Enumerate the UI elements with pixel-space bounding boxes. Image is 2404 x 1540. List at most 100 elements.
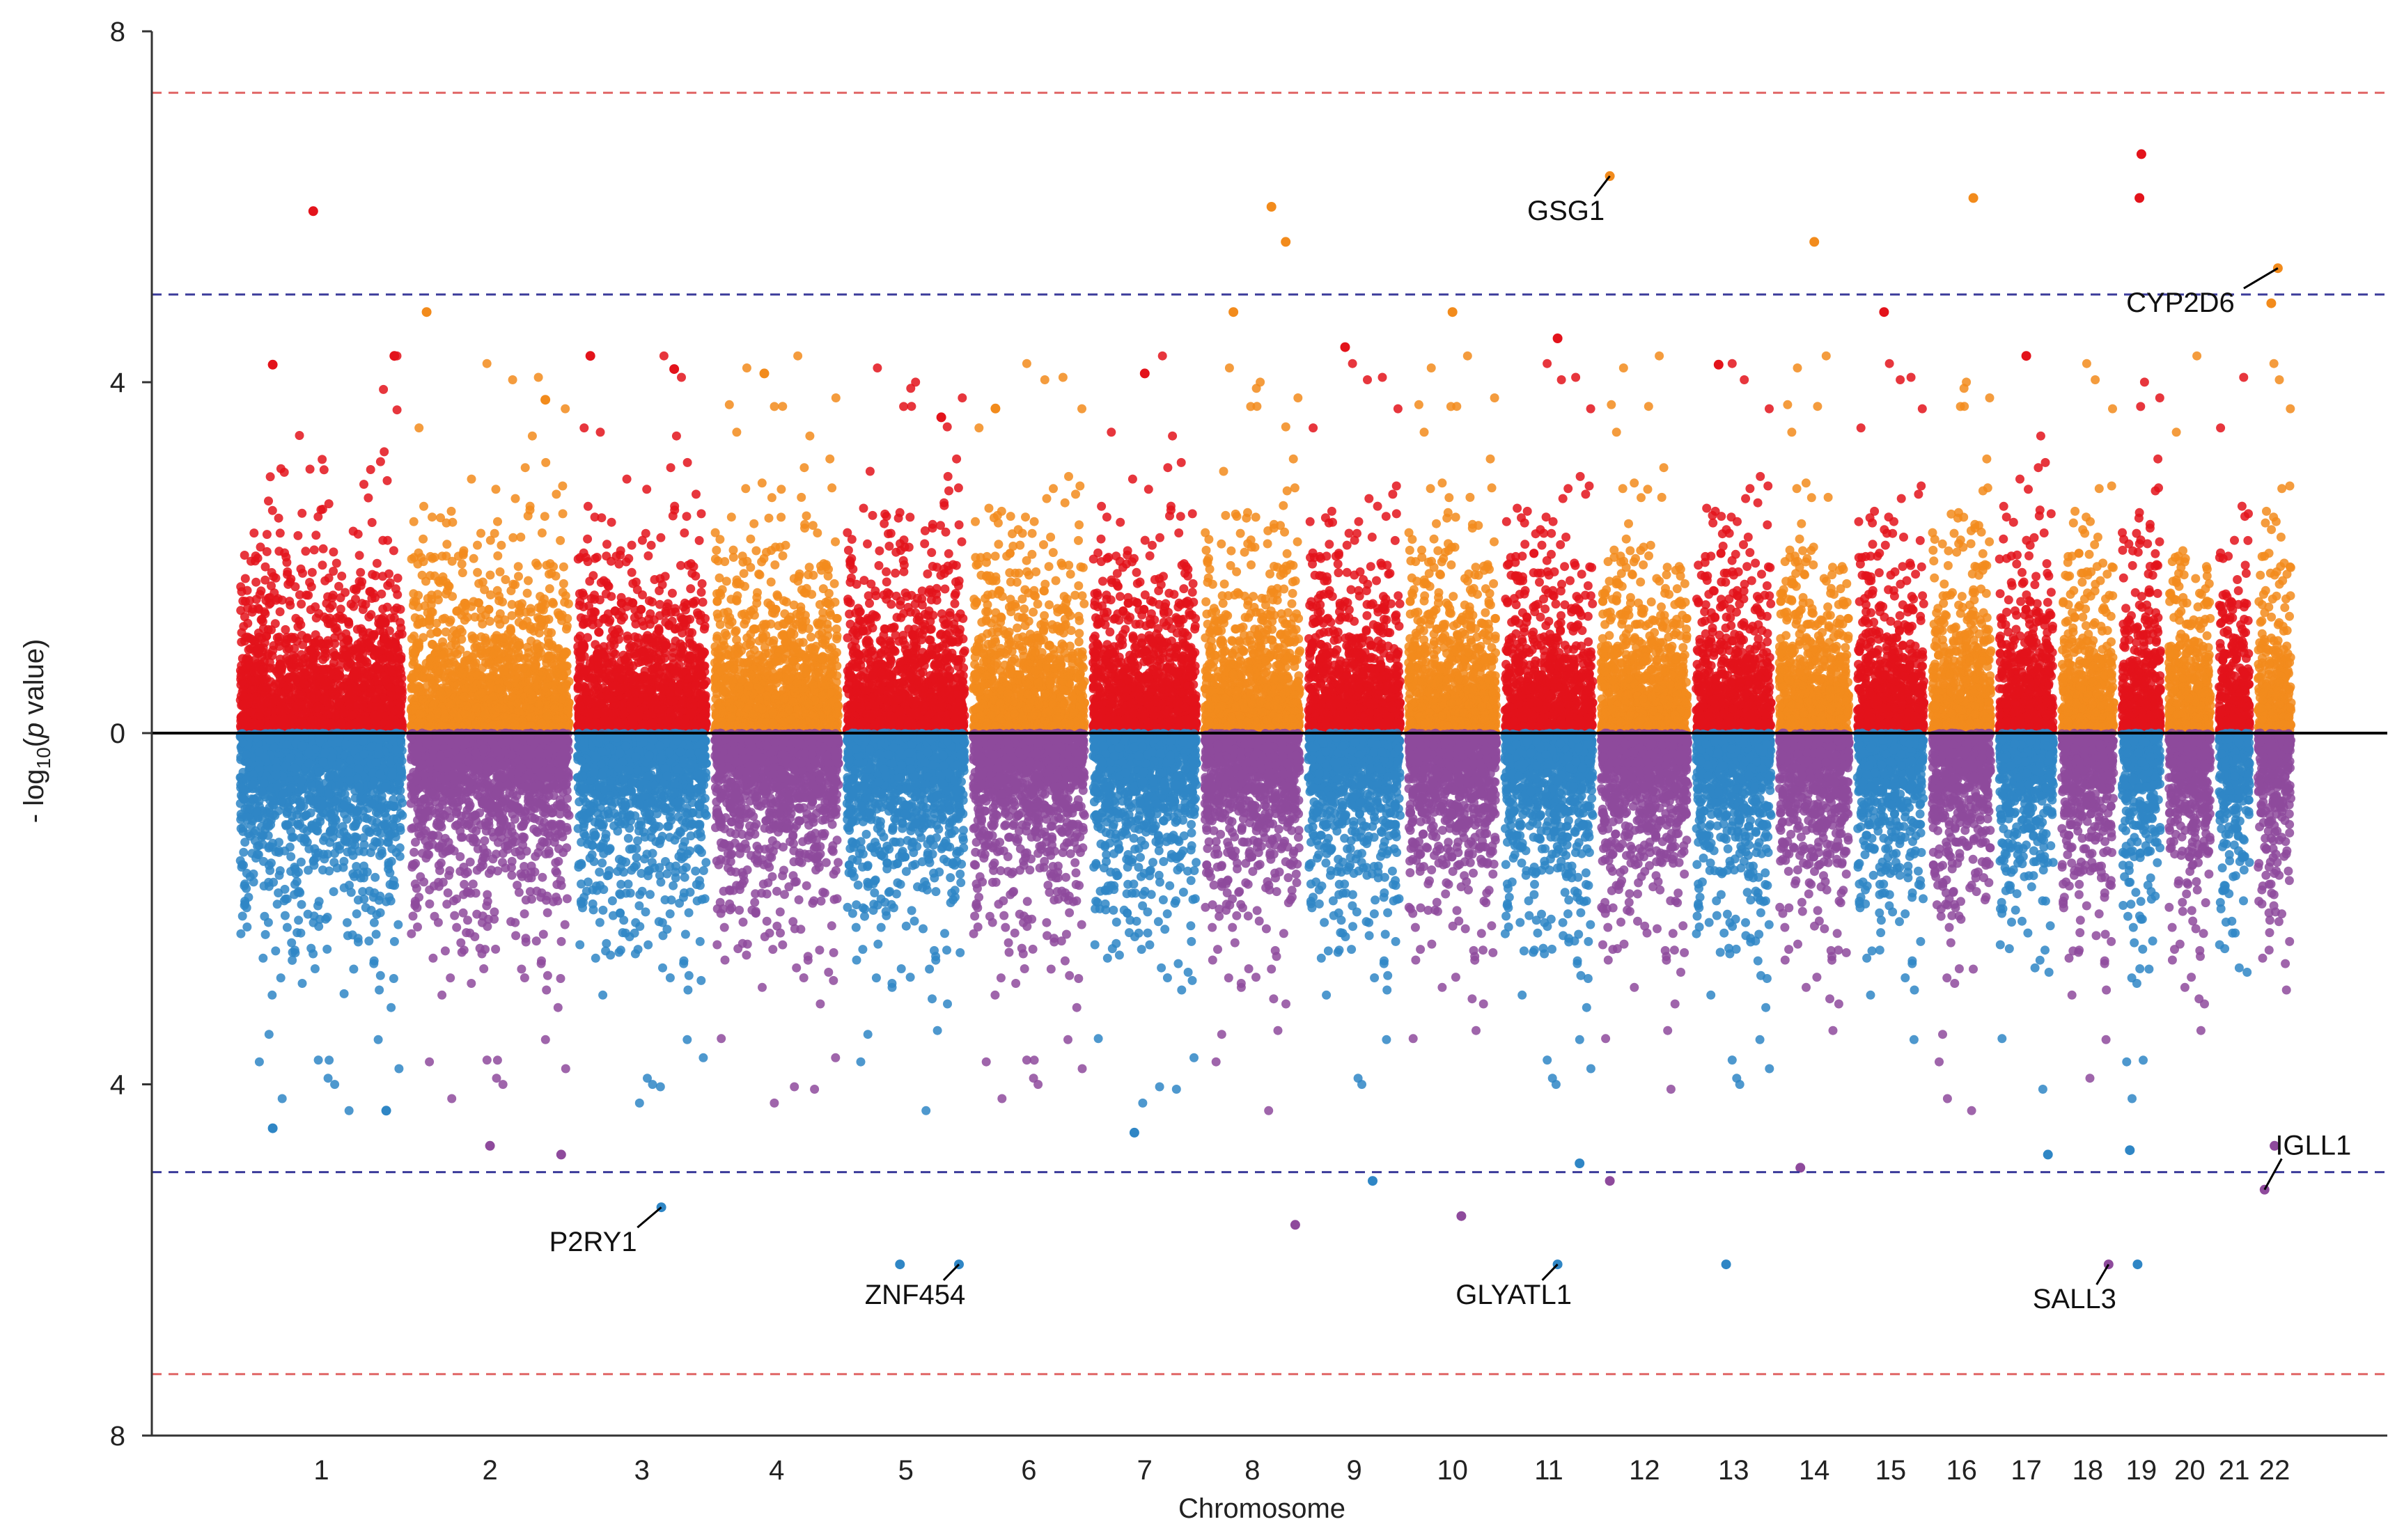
data-point xyxy=(306,645,316,655)
data-point xyxy=(642,485,652,494)
data-point xyxy=(609,647,618,657)
data-point xyxy=(666,463,676,473)
data-point xyxy=(488,691,498,701)
data-point xyxy=(627,540,637,550)
data-point xyxy=(692,489,701,499)
data-point xyxy=(601,589,611,599)
data-point xyxy=(494,591,504,601)
data-point xyxy=(443,586,452,595)
data-point xyxy=(428,512,437,522)
data-point xyxy=(305,578,315,587)
data-point xyxy=(251,577,261,587)
data-point xyxy=(313,702,322,712)
data-point xyxy=(261,596,271,605)
data-point xyxy=(467,474,476,484)
data-point xyxy=(385,683,395,692)
data-point xyxy=(286,600,295,610)
data-point xyxy=(309,653,318,663)
data-point xyxy=(563,599,573,608)
data-point xyxy=(575,684,585,693)
data-point xyxy=(319,695,329,705)
data-point xyxy=(680,528,689,537)
data-point xyxy=(446,699,456,709)
data-point xyxy=(502,657,512,666)
data-point xyxy=(460,615,469,625)
data-point xyxy=(614,634,624,644)
data-point xyxy=(561,404,570,414)
data-point xyxy=(324,499,334,509)
data-point xyxy=(313,512,323,521)
data-point xyxy=(311,531,321,540)
data-point xyxy=(588,571,598,581)
data-point xyxy=(457,559,467,569)
data-point xyxy=(485,570,495,580)
data-point xyxy=(622,474,632,484)
data-point xyxy=(391,584,400,594)
data-point xyxy=(712,545,721,555)
data-point xyxy=(275,660,285,670)
data-point xyxy=(347,686,357,696)
data-point xyxy=(482,359,492,368)
data-point xyxy=(655,599,664,609)
data-point xyxy=(579,423,589,433)
data-point xyxy=(674,660,684,670)
data-point xyxy=(366,610,376,620)
data-point xyxy=(457,634,467,644)
data-point xyxy=(476,605,486,615)
data-point xyxy=(506,627,515,636)
data-point xyxy=(408,659,418,669)
data-point xyxy=(334,693,343,703)
data-point xyxy=(647,718,657,727)
data-point xyxy=(559,579,568,588)
data-point xyxy=(413,559,423,569)
data-point xyxy=(393,573,403,583)
data-point xyxy=(591,553,600,563)
data-point xyxy=(240,692,249,702)
data-point xyxy=(331,558,341,568)
data-point xyxy=(311,613,321,623)
data-point xyxy=(510,675,520,685)
data-point xyxy=(378,535,388,545)
data-point xyxy=(366,465,375,474)
data-point xyxy=(497,540,506,550)
data-point xyxy=(383,581,393,590)
data-point xyxy=(437,551,447,561)
data-point xyxy=(458,549,468,558)
data-point xyxy=(594,627,604,637)
data-point xyxy=(682,683,692,693)
data-point xyxy=(352,666,361,676)
data-point xyxy=(490,528,499,538)
data-point xyxy=(380,447,389,457)
data-point xyxy=(660,572,670,581)
data-point xyxy=(630,632,639,642)
data-point xyxy=(390,706,400,716)
data-point xyxy=(367,518,377,527)
data-point xyxy=(556,611,565,621)
data-point xyxy=(632,585,642,595)
data-point xyxy=(256,615,266,624)
data-point xyxy=(696,588,706,597)
data-point xyxy=(678,622,688,631)
data-point xyxy=(388,691,398,701)
data-point xyxy=(686,708,696,718)
data-point xyxy=(525,622,535,631)
data-point xyxy=(414,638,424,647)
data-point xyxy=(581,666,591,675)
data-point xyxy=(267,581,276,590)
data-point xyxy=(624,553,634,563)
data-point xyxy=(262,674,272,684)
data-point xyxy=(357,577,367,587)
data-point xyxy=(386,667,396,677)
data-point xyxy=(661,641,671,650)
data-point xyxy=(408,645,418,654)
data-point xyxy=(282,685,292,694)
data-point xyxy=(493,517,502,526)
data-point xyxy=(476,528,485,538)
data-point xyxy=(426,653,436,663)
data-point xyxy=(244,645,253,654)
data-point xyxy=(561,591,570,601)
data-point xyxy=(514,600,524,610)
data-point xyxy=(577,641,587,651)
data-point xyxy=(627,567,637,577)
